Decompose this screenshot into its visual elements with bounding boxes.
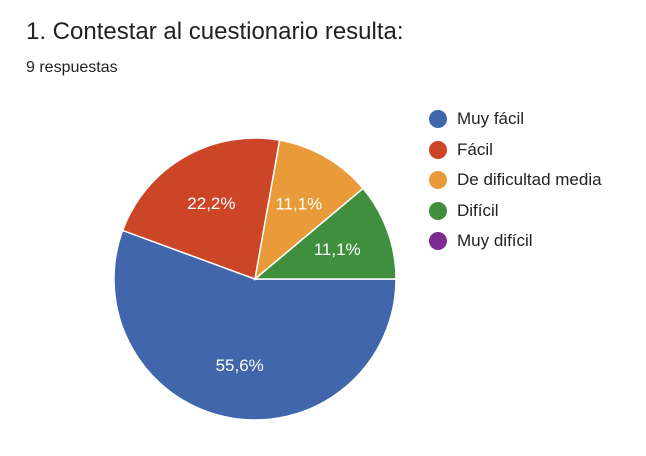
legend-item-dificil[interactable]: Difícil <box>429 196 602 227</box>
slice-label-dificil: 11,1% <box>314 240 361 259</box>
pie-slice-facil[interactable] <box>121 137 281 281</box>
response-count: 9 respuestas <box>26 59 118 76</box>
legend-item-facil[interactable]: Fácil <box>429 135 602 166</box>
pie-slice-de-dificultad-media[interactable] <box>253 139 365 281</box>
legend-swatch-facil <box>429 140 447 159</box>
legend-label: Difícil <box>457 200 499 220</box>
legend-label: Fácil <box>457 139 493 159</box>
slice-label-facil: 22,2% <box>187 194 235 213</box>
legend-item-muy-dificil[interactable]: Muy difícil <box>429 226 602 257</box>
legend-swatch-dificultad-media <box>429 171 447 190</box>
slice-label-muy-facil: 55,6% <box>216 356 264 375</box>
pie-slice-labels: 55,6% 22,2% 11,1% 11,1% <box>187 194 360 375</box>
legend-label: Muy fácil <box>457 109 525 129</box>
pie-slice-muy-facil[interactable] <box>113 229 397 421</box>
legend-swatch-muy-facil <box>429 110 447 129</box>
slice-label-de-dificultad-media: 11,1% <box>275 194 322 213</box>
question-title: 1. Contestar al cuestionario resulta: <box>26 18 404 45</box>
legend-item-muy-facil[interactable]: Muy fácil <box>429 104 602 135</box>
legend-swatch-dificil <box>429 201 447 220</box>
legend-label: Muy difícil <box>457 231 533 251</box>
legend-item-dificultad-media[interactable]: De dificultad media <box>429 165 602 196</box>
pie-slices <box>113 137 397 421</box>
pie-slice-dificil[interactable] <box>252 187 397 280</box>
chart-legend: Muy fácil Fácil De dificultad media Difí… <box>429 104 602 257</box>
legend-label: De dificultad media <box>457 170 602 190</box>
legend-swatch-muy-dificil <box>429 232 447 251</box>
